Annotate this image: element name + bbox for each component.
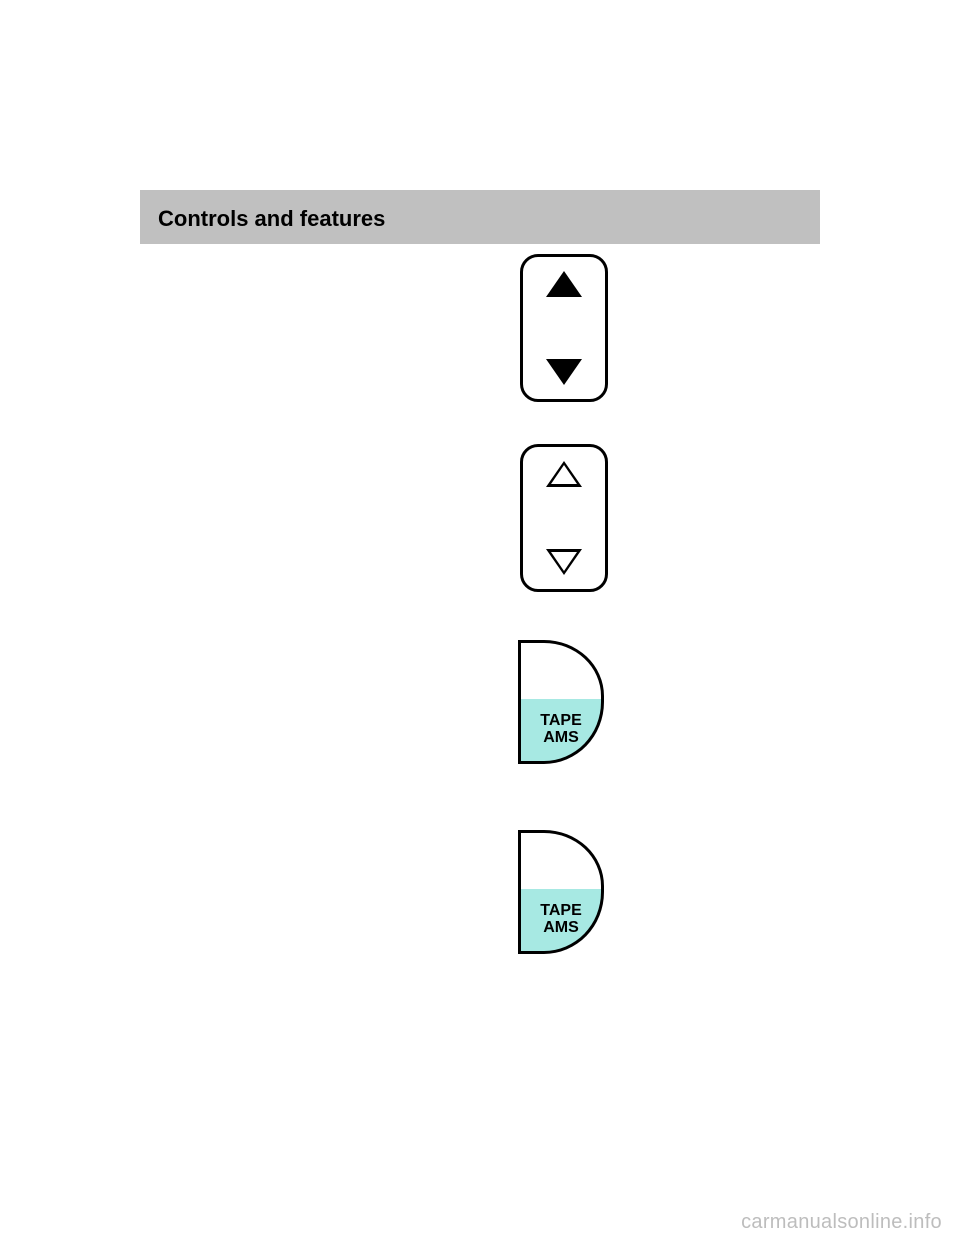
tape-ams-bottom-icon: TAPE AMS (518, 889, 604, 954)
tape-ams-top-icon (518, 640, 604, 702)
arrow-up-icon (546, 271, 582, 297)
page-frame: Controls and features TAPE AMS (140, 190, 820, 974)
tape-label: TAPE (540, 713, 581, 730)
tape-label: TAPE (540, 903, 581, 920)
arrow-down-outline-icon (546, 549, 582, 575)
tape-ams-illustration-2: TAPE AMS (512, 824, 604, 966)
row-tape-ams-2: TAPE AMS (140, 824, 820, 974)
arrow-down-icon (546, 359, 582, 385)
section-title: Controls and features (158, 206, 385, 231)
rocker-outline-illustration (520, 444, 608, 592)
tape-ams-button-icon: TAPE AMS (512, 824, 604, 966)
section-header: Controls and features (140, 190, 820, 244)
ams-label: AMS (543, 730, 579, 747)
tape-ams-button-icon: TAPE AMS (512, 634, 604, 776)
rocker-button-icon (520, 444, 608, 592)
watermark-text: carmanualsonline.info (741, 1211, 942, 1234)
row-rocker-outline (140, 444, 820, 594)
tape-ams-bottom-icon: TAPE AMS (518, 699, 604, 764)
rocker-solid-illustration (520, 254, 608, 402)
tape-ams-top-icon (518, 830, 604, 892)
tape-ams-illustration-1: TAPE AMS (512, 634, 604, 776)
rocker-button-icon (520, 254, 608, 402)
arrow-up-outline-icon (546, 461, 582, 487)
ams-label: AMS (543, 920, 579, 937)
row-rocker-solid (140, 254, 820, 404)
row-tape-ams-1: TAPE AMS (140, 634, 820, 784)
